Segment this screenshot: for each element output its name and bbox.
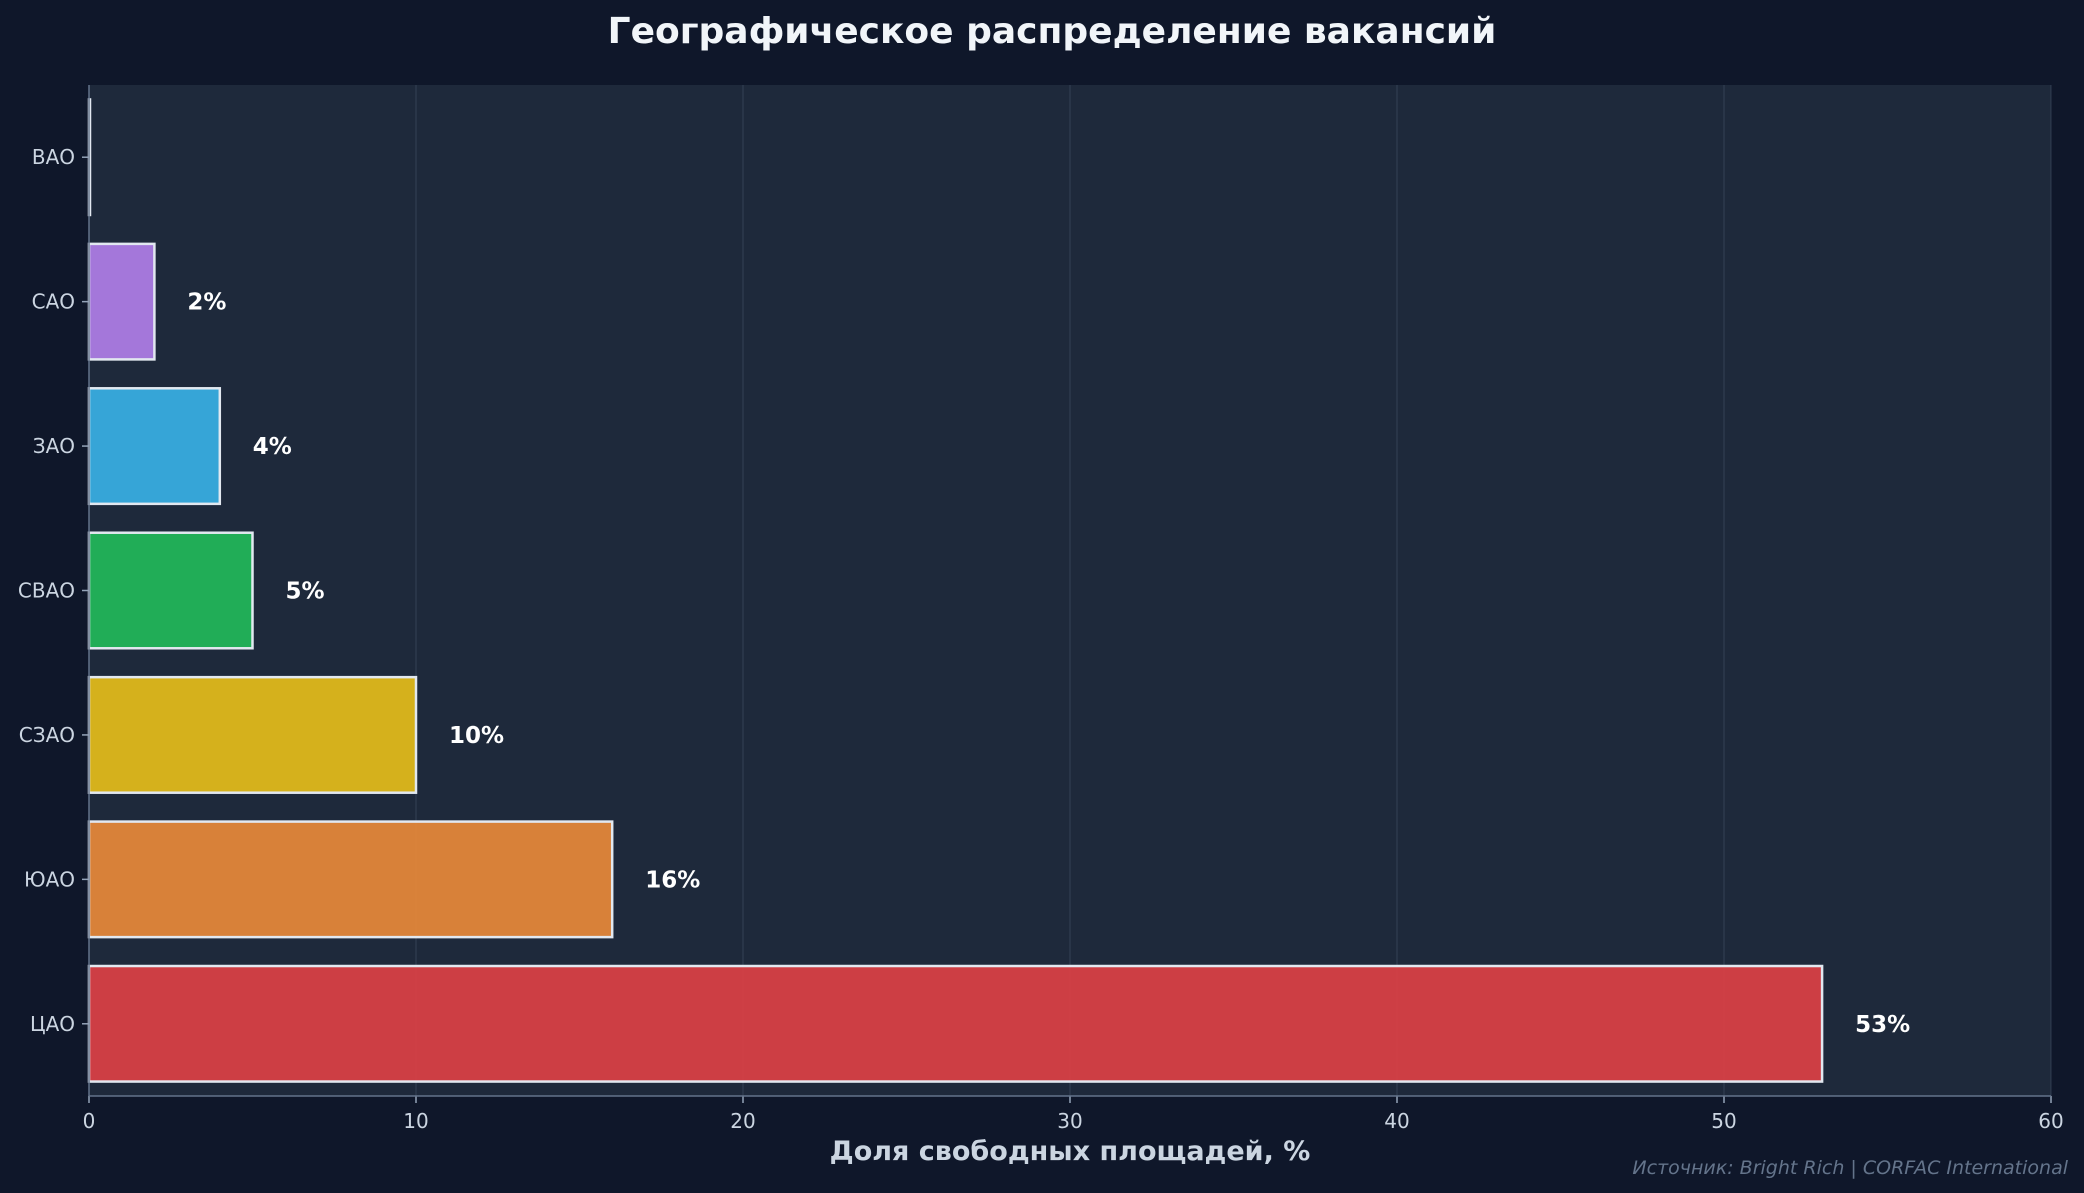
x-tick-label: 40 — [1384, 1109, 1409, 1133]
data-label: 53% — [1855, 1012, 1910, 1038]
x-tick-label: 60 — [2038, 1109, 2063, 1133]
x-tick-label: 20 — [730, 1109, 755, 1133]
x-axis: 0 10 20 30 40 50 60 — [83, 1095, 2064, 1133]
x-tick-label: 50 — [1711, 1109, 1736, 1133]
bars — [87, 98, 1824, 1083]
bar-5 — [87, 675, 418, 794]
bar-4 — [87, 531, 254, 650]
chart-title: Географическое распределение вакансий — [608, 11, 1497, 52]
bar-7 — [87, 964, 1824, 1083]
category-label: ЗАО — [33, 434, 75, 458]
source-note: Источник: Bright Rich | CORFAC Internati… — [1632, 1157, 2068, 1179]
category-label: ЮАО — [24, 867, 75, 891]
data-labels: 2% 4% 5% 10% 16% 53% — [187, 290, 1910, 1038]
x-tick-label: 0 — [83, 1109, 96, 1133]
x-tick-label: 30 — [1057, 1109, 1082, 1133]
x-axis-label: Доля свободных площадей, % — [830, 1136, 1311, 1167]
bar-6 — [87, 820, 614, 939]
category-label: САО — [32, 290, 75, 314]
category-label: СЗАО — [19, 723, 75, 747]
category-label: ВАО — [32, 145, 75, 169]
data-label: 5% — [286, 579, 325, 605]
data-label: 16% — [645, 867, 700, 893]
x-tick-label: 10 — [403, 1109, 428, 1133]
y-axis: ВАО САО ЗАО СВАО СЗАО ЮАО ЦАО — [18, 85, 90, 1096]
data-label: 4% — [253, 434, 292, 460]
data-label: 2% — [187, 290, 226, 316]
bar-2 — [87, 242, 156, 361]
category-label: ЦАО — [30, 1012, 75, 1036]
category-label: СВАО — [18, 579, 75, 603]
data-label: 10% — [449, 723, 504, 749]
bar-3 — [87, 387, 222, 506]
